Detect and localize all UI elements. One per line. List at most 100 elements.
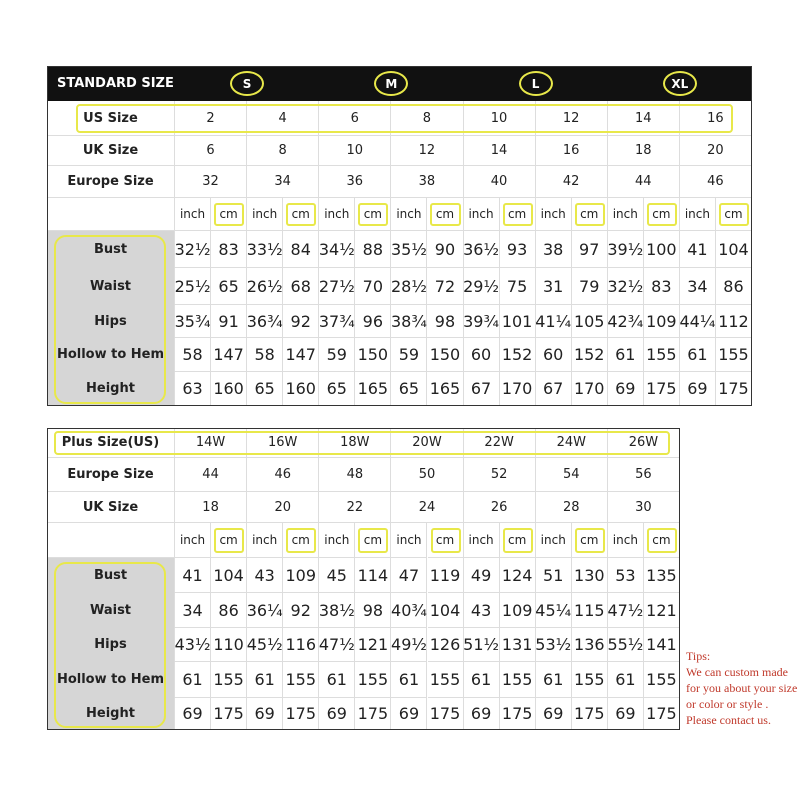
measure-cell: 86 [211,593,248,628]
measure-cell: 49 [463,558,500,593]
measure-cell: 67 [535,372,572,406]
measure-cell: 44¼ [679,305,716,338]
size-cell: 54 [535,458,608,492]
measure-cell: 160 [283,372,320,406]
measure-cell: 160 [211,372,248,406]
size-cell: 26W [607,428,680,458]
measure-cell: 175 [715,372,752,406]
size-cell: 32 [175,166,248,198]
measure-cell: 41 [175,558,212,593]
measure-cell: 45½ [247,628,284,662]
measure-cell: 91 [211,305,248,338]
tips-title: Tips: [686,649,711,663]
measure-cell: 170 [571,372,608,406]
measure-cell: 141 [643,628,680,662]
row-label: Europe Size [47,458,175,492]
unit-cell: cm [643,523,680,558]
measure-cell: 58 [247,338,284,372]
measure-cell: 69 [607,372,644,406]
size-cell: 56 [607,458,680,492]
size-cell: 38 [391,166,464,198]
measure-cell: 47½ [607,593,644,628]
size-cell: 34 [247,166,320,198]
measure-cell: 175 [211,698,248,730]
measure-cell: 136 [571,628,608,662]
measure-cell: 92 [283,593,320,628]
row-label: Plus Size(US) [47,428,175,458]
measure-cell: 35¾ [175,305,212,338]
measure-cell: 165 [427,372,464,406]
measure-cell: 61 [319,662,356,698]
measure-cell: 121 [355,628,392,662]
measure-cell: 104 [715,231,752,268]
size-cell: 26 [463,492,536,523]
measure-cell: 83 [211,231,248,268]
measure-cell: 155 [355,662,392,698]
size-cell: 24W [535,428,608,458]
size-label: XL [662,71,697,96]
measure-cell: 60 [463,338,500,372]
measure-cell: 34 [679,268,716,305]
size-cell: 18 [175,492,248,523]
measure-cell: 79 [571,268,608,305]
size-cell: 4 [247,101,320,136]
measure-cell: 45 [319,558,356,593]
size-cell: 8 [391,101,464,136]
measure-cell: 112 [715,305,752,338]
size-cell: 6 [175,136,248,166]
unit-cell: cm [211,523,248,558]
measure-cell: 69 [319,698,356,730]
unit-cell: inch [319,198,356,231]
size-cell: 44 [175,458,248,492]
measure-cell: 61 [535,662,572,698]
measure-cell: 175 [499,698,536,730]
size-cell: 28 [535,492,608,523]
measure-cell: 124 [499,558,536,593]
size-label: S [230,71,265,96]
measure-cell: 126 [427,628,464,662]
size-cell: 50 [391,458,464,492]
measure-cell: 61 [175,662,212,698]
measure-cell: 25½ [175,268,212,305]
measure-cell: 26½ [247,268,284,305]
unit-cell: inch [679,198,716,231]
measure-cell: 43 [247,558,284,593]
unit-cell: inch [175,198,212,231]
measure-cell: 109 [283,558,320,593]
unit-cell: inch [391,523,428,558]
measure-cell: 155 [643,338,680,372]
measure-cell: 40¾ [391,593,428,628]
measure-cell: 75 [499,268,536,305]
measure-cell: 45¼ [535,593,572,628]
unit-cell: cm [427,198,464,231]
size-cell: 44 [607,166,680,198]
measure-cell: 49½ [391,628,428,662]
measure-label: Waist [47,593,175,628]
measure-cell: 155 [283,662,320,698]
unit-cell: inch [607,523,644,558]
measure-cell: 51½ [463,628,500,662]
unit-cell: inch [535,198,572,231]
size-cell: 42 [535,166,608,198]
measure-cell: 31 [535,268,572,305]
size-cell: 12 [391,136,464,166]
measure-cell: 175 [643,372,680,406]
unit-cell: cm [355,523,392,558]
measure-cell: 170 [499,372,536,406]
measure-cell: 61 [391,662,428,698]
tips-line: Please contact us. [686,713,771,727]
measure-cell: 42¾ [607,305,644,338]
measure-cell: 130 [571,558,608,593]
measure-cell: 119 [427,558,464,593]
unit-cell: inch [175,523,212,558]
measure-cell: 70 [355,268,392,305]
measure-cell: 61 [607,662,644,698]
measure-cell: 84 [283,231,320,268]
size-cell: 8 [247,136,320,166]
measure-cell: 69 [679,372,716,406]
size-cell: 16 [679,101,752,136]
measure-cell: 150 [355,338,392,372]
size-cell: 10 [319,136,392,166]
measure-cell: 96 [355,305,392,338]
measure-cell: 69 [247,698,284,730]
